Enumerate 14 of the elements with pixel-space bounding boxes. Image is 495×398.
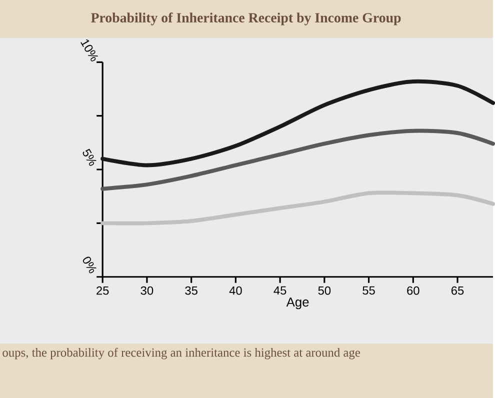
x-tick-label: 25 <box>96 286 109 295</box>
chart-title: Probability of Inheritance Receipt by Income Group <box>91 12 401 26</box>
x-tick-label: 55 <box>362 286 375 294</box>
x-axis-title: Age <box>286 297 309 309</box>
x-tick-label: 60 <box>407 286 420 295</box>
text: oups, the probability of receiving an inheritance is highest at around age <box>2 348 360 360</box>
x-tick-label: 35 <box>185 286 198 295</box>
y-tick-label: 0% <box>82 256 96 274</box>
x-tick-label: 30 <box>140 286 154 295</box>
x-tick-label: 65 <box>451 286 464 295</box>
y-tick-label: 5% <box>82 148 96 166</box>
x-tick-label: 50 <box>318 286 331 295</box>
x-tick-label: 40 <box>229 286 242 295</box>
x-tick-label: 45 <box>274 286 286 294</box>
